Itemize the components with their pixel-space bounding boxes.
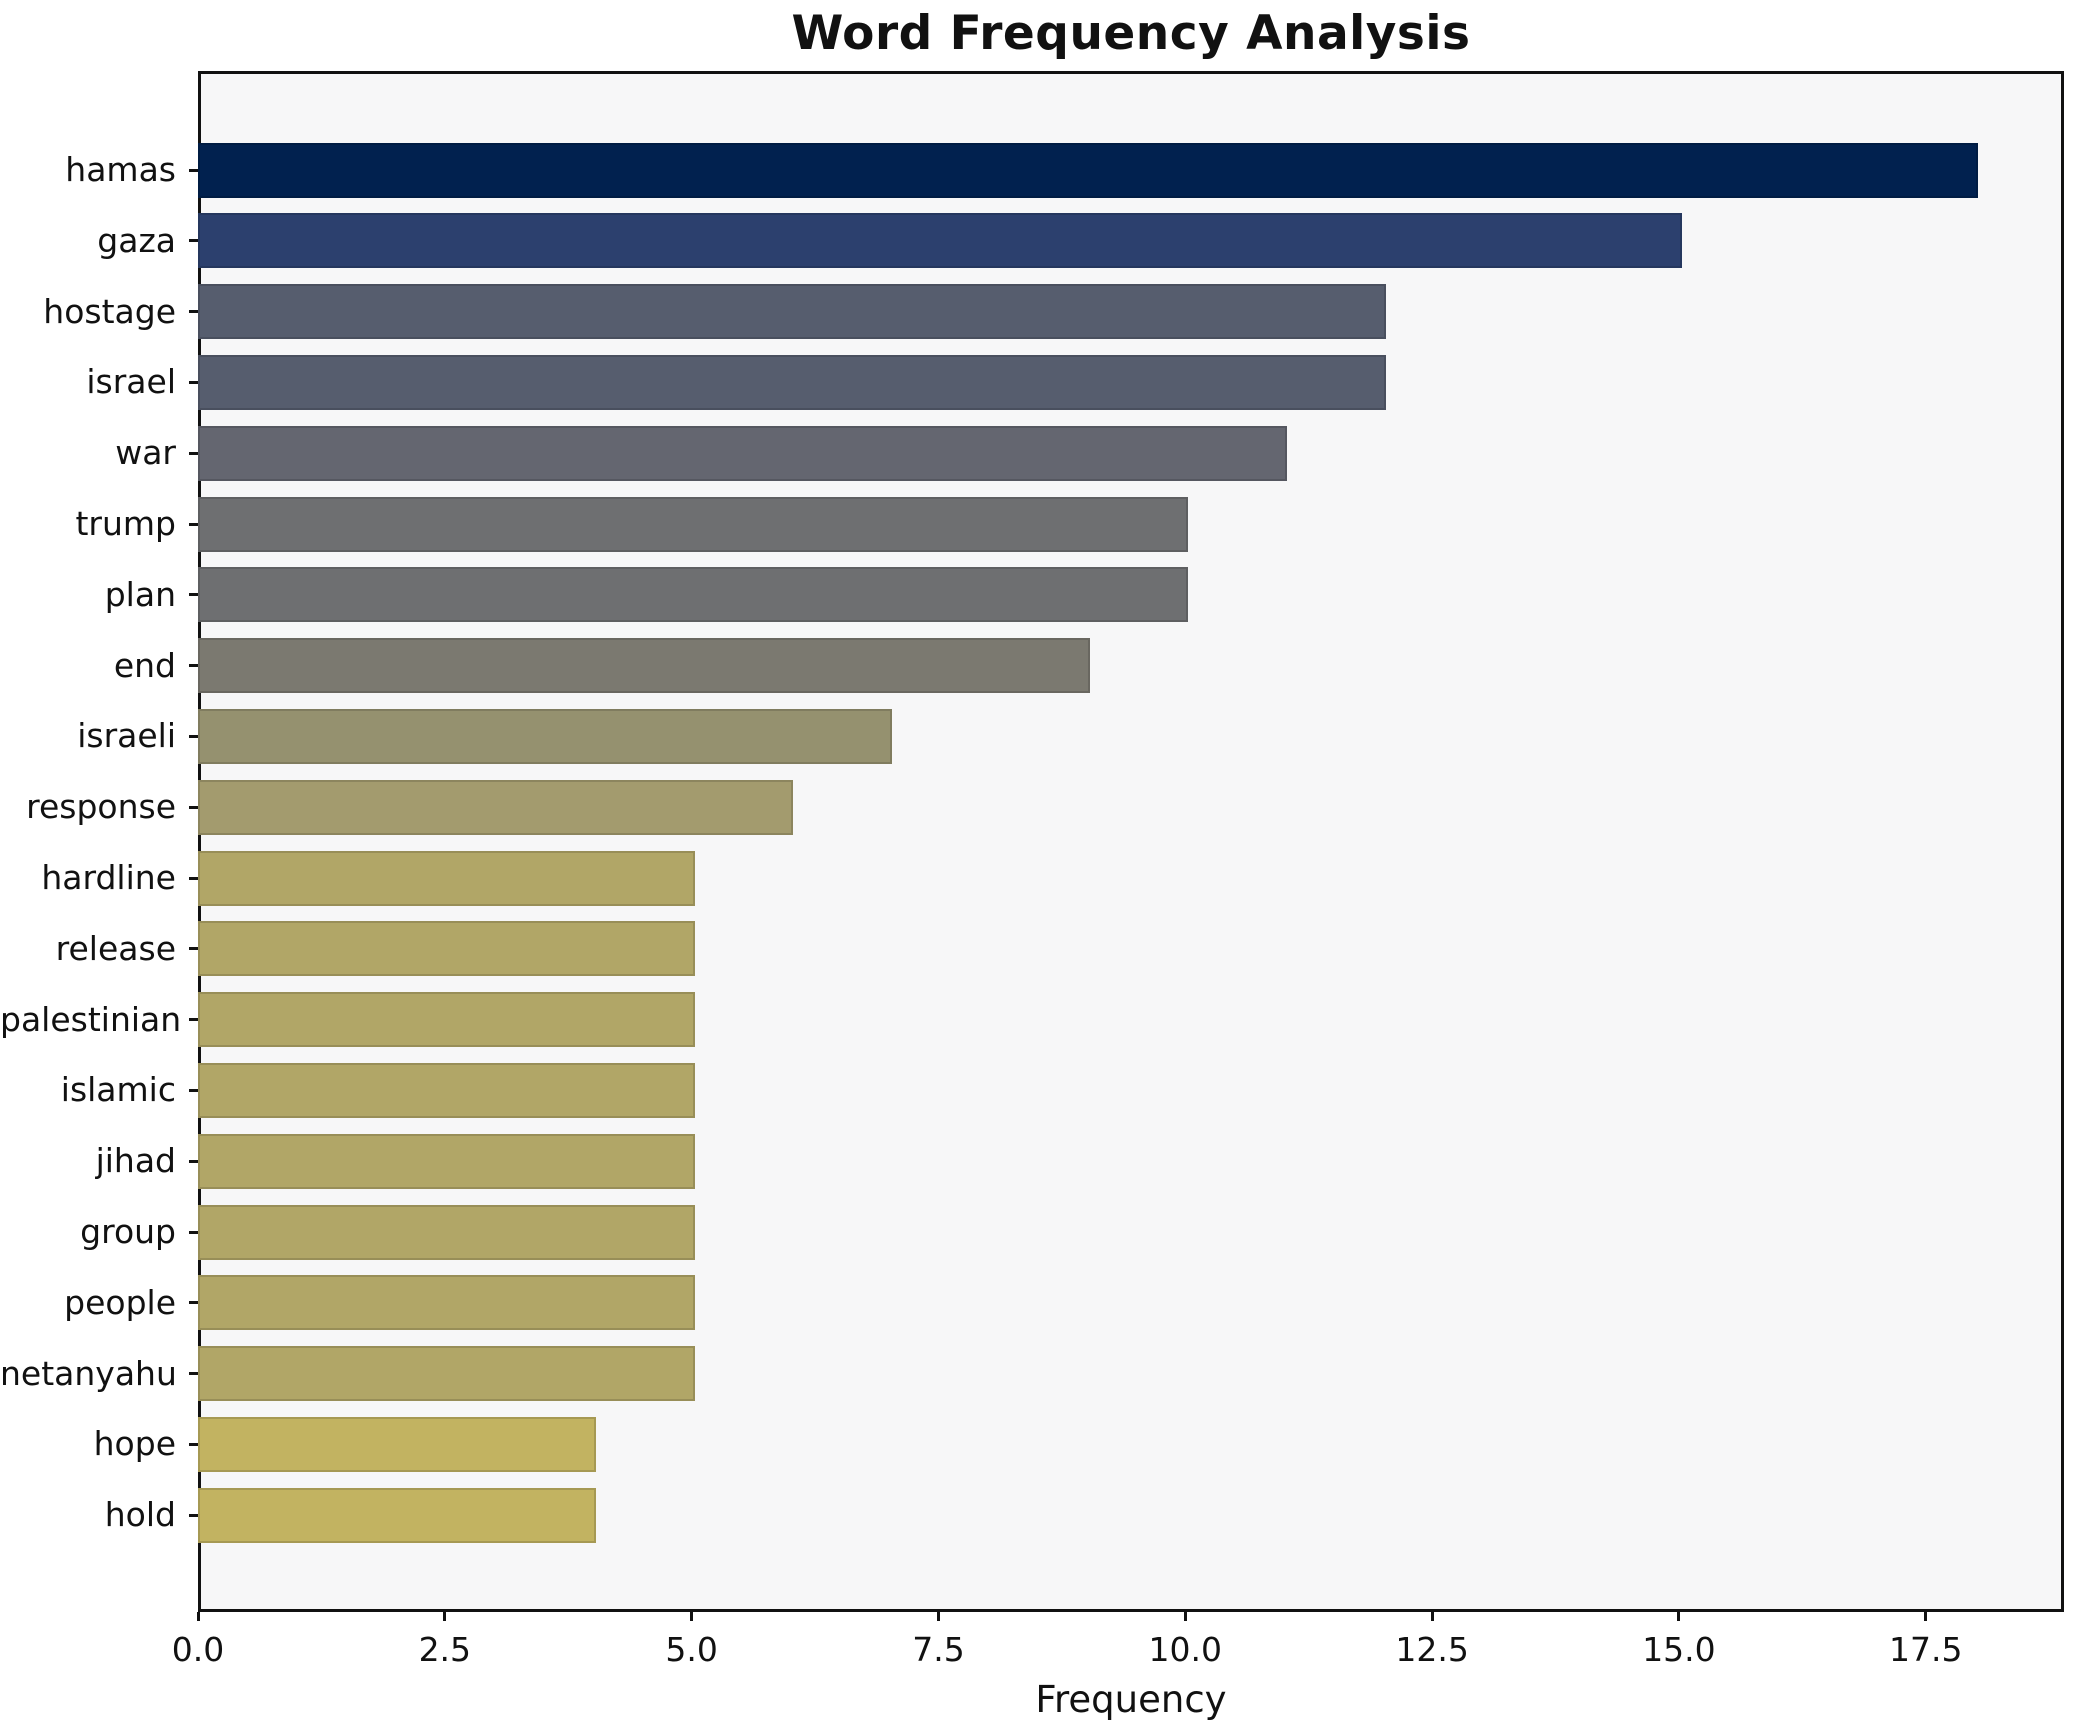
- x-tick-mark: [936, 1612, 940, 1621]
- y-tick-mark: [189, 1442, 198, 1446]
- y-tick-mark: [189, 380, 198, 384]
- bar-trump: [198, 496, 1189, 552]
- y-tick-label-plan: plan: [104, 574, 176, 614]
- y-tick-label-hamas: hamas: [65, 150, 176, 189]
- bar-war: [198, 425, 1288, 481]
- y-tick-label-response: response: [26, 787, 176, 827]
- bar-hostage: [198, 284, 1386, 340]
- x-tick-label-15.0: 15.0: [1642, 1630, 1716, 1669]
- y-tick-label-palestinian: palestinian: [0, 999, 182, 1039]
- bar-release: [198, 921, 695, 977]
- y-tick-mark: [189, 1513, 198, 1517]
- y-tick-mark: [189, 593, 198, 597]
- bar-israeli: [198, 708, 893, 764]
- chart-title: Word Frequency Analysis: [791, 6, 1471, 61]
- x-tick-mark: [196, 1612, 200, 1621]
- bar-netanyahu: [198, 1346, 695, 1402]
- x-tick-label-17.5: 17.5: [1889, 1630, 1963, 1669]
- bar-gaza: [198, 213, 1682, 269]
- y-tick-label-israeli: israeli: [77, 716, 176, 756]
- y-tick-mark: [189, 876, 198, 880]
- y-tick-label-people: people: [64, 1282, 176, 1322]
- bar-plan: [198, 567, 1189, 623]
- x-tick-label-12.5: 12.5: [1395, 1630, 1469, 1669]
- plot-area: [198, 71, 2064, 1612]
- y-tick-label-trump: trump: [75, 504, 176, 543]
- y-tick-mark: [189, 522, 198, 526]
- y-tick-label-release: release: [55, 928, 176, 968]
- y-tick-label-jihad: jihad: [95, 1141, 176, 1181]
- y-tick-label-war: war: [115, 433, 176, 473]
- bar-group: [198, 1204, 695, 1260]
- x-tick-label-5.0: 5.0: [665, 1630, 718, 1669]
- y-tick-label-group: group: [80, 1212, 176, 1251]
- y-tick-mark: [189, 947, 198, 951]
- x-tick-label-7.5: 7.5: [912, 1630, 965, 1669]
- x-tick-mark: [1183, 1612, 1187, 1621]
- y-tick-mark: [189, 239, 198, 243]
- y-tick-mark: [189, 451, 198, 455]
- y-tick-mark: [189, 1301, 198, 1305]
- y-tick-mark: [189, 664, 198, 668]
- x-axis-label: Frequency: [1035, 1678, 1227, 1721]
- x-tick-label-2.5: 2.5: [418, 1630, 472, 1669]
- y-tick-mark: [189, 168, 198, 172]
- x-tick-mark: [1430, 1612, 1434, 1621]
- y-tick-label-end: end: [113, 645, 176, 685]
- x-tick-mark: [1924, 1612, 1928, 1621]
- x-tick-mark: [443, 1612, 447, 1621]
- y-tick-mark: [189, 1372, 198, 1376]
- y-tick-label-hostage: hostage: [43, 291, 176, 331]
- y-tick-mark: [189, 1230, 198, 1234]
- y-tick-label-hardline: hardline: [41, 858, 176, 897]
- x-tick-label-0.0: 0.0: [171, 1630, 225, 1669]
- y-tick-label-gaza: gaza: [97, 220, 176, 260]
- bar-israel: [198, 354, 1386, 410]
- x-tick-mark: [1677, 1612, 1681, 1621]
- y-tick-mark: [189, 1088, 198, 1092]
- y-tick-label-islamic: islamic: [60, 1070, 176, 1110]
- bar-palestinian: [198, 992, 695, 1048]
- bar-response: [198, 779, 794, 835]
- bar-hardline: [198, 850, 695, 906]
- x-tick-label-10.0: 10.0: [1148, 1630, 1223, 1669]
- bar-hold: [198, 1487, 596, 1543]
- bar-end: [198, 638, 1090, 694]
- y-tick-mark: [189, 310, 198, 314]
- x-tick-mark: [690, 1612, 694, 1621]
- y-tick-label-hold: hold: [104, 1495, 176, 1535]
- y-tick-label-hope: hope: [93, 1424, 176, 1464]
- y-tick-label-israel: israel: [86, 362, 176, 402]
- bar-islamic: [198, 1062, 695, 1118]
- y-tick-mark: [189, 1018, 198, 1022]
- y-tick-mark: [189, 805, 198, 809]
- bar-hope: [198, 1416, 596, 1472]
- bar-jihad: [198, 1133, 695, 1189]
- y-tick-mark: [189, 1159, 198, 1163]
- y-tick-label-netanyahu: netanyahu: [0, 1353, 177, 1393]
- bar-people: [198, 1275, 695, 1331]
- y-tick-mark: [189, 734, 198, 738]
- bar-hamas: [198, 142, 1979, 198]
